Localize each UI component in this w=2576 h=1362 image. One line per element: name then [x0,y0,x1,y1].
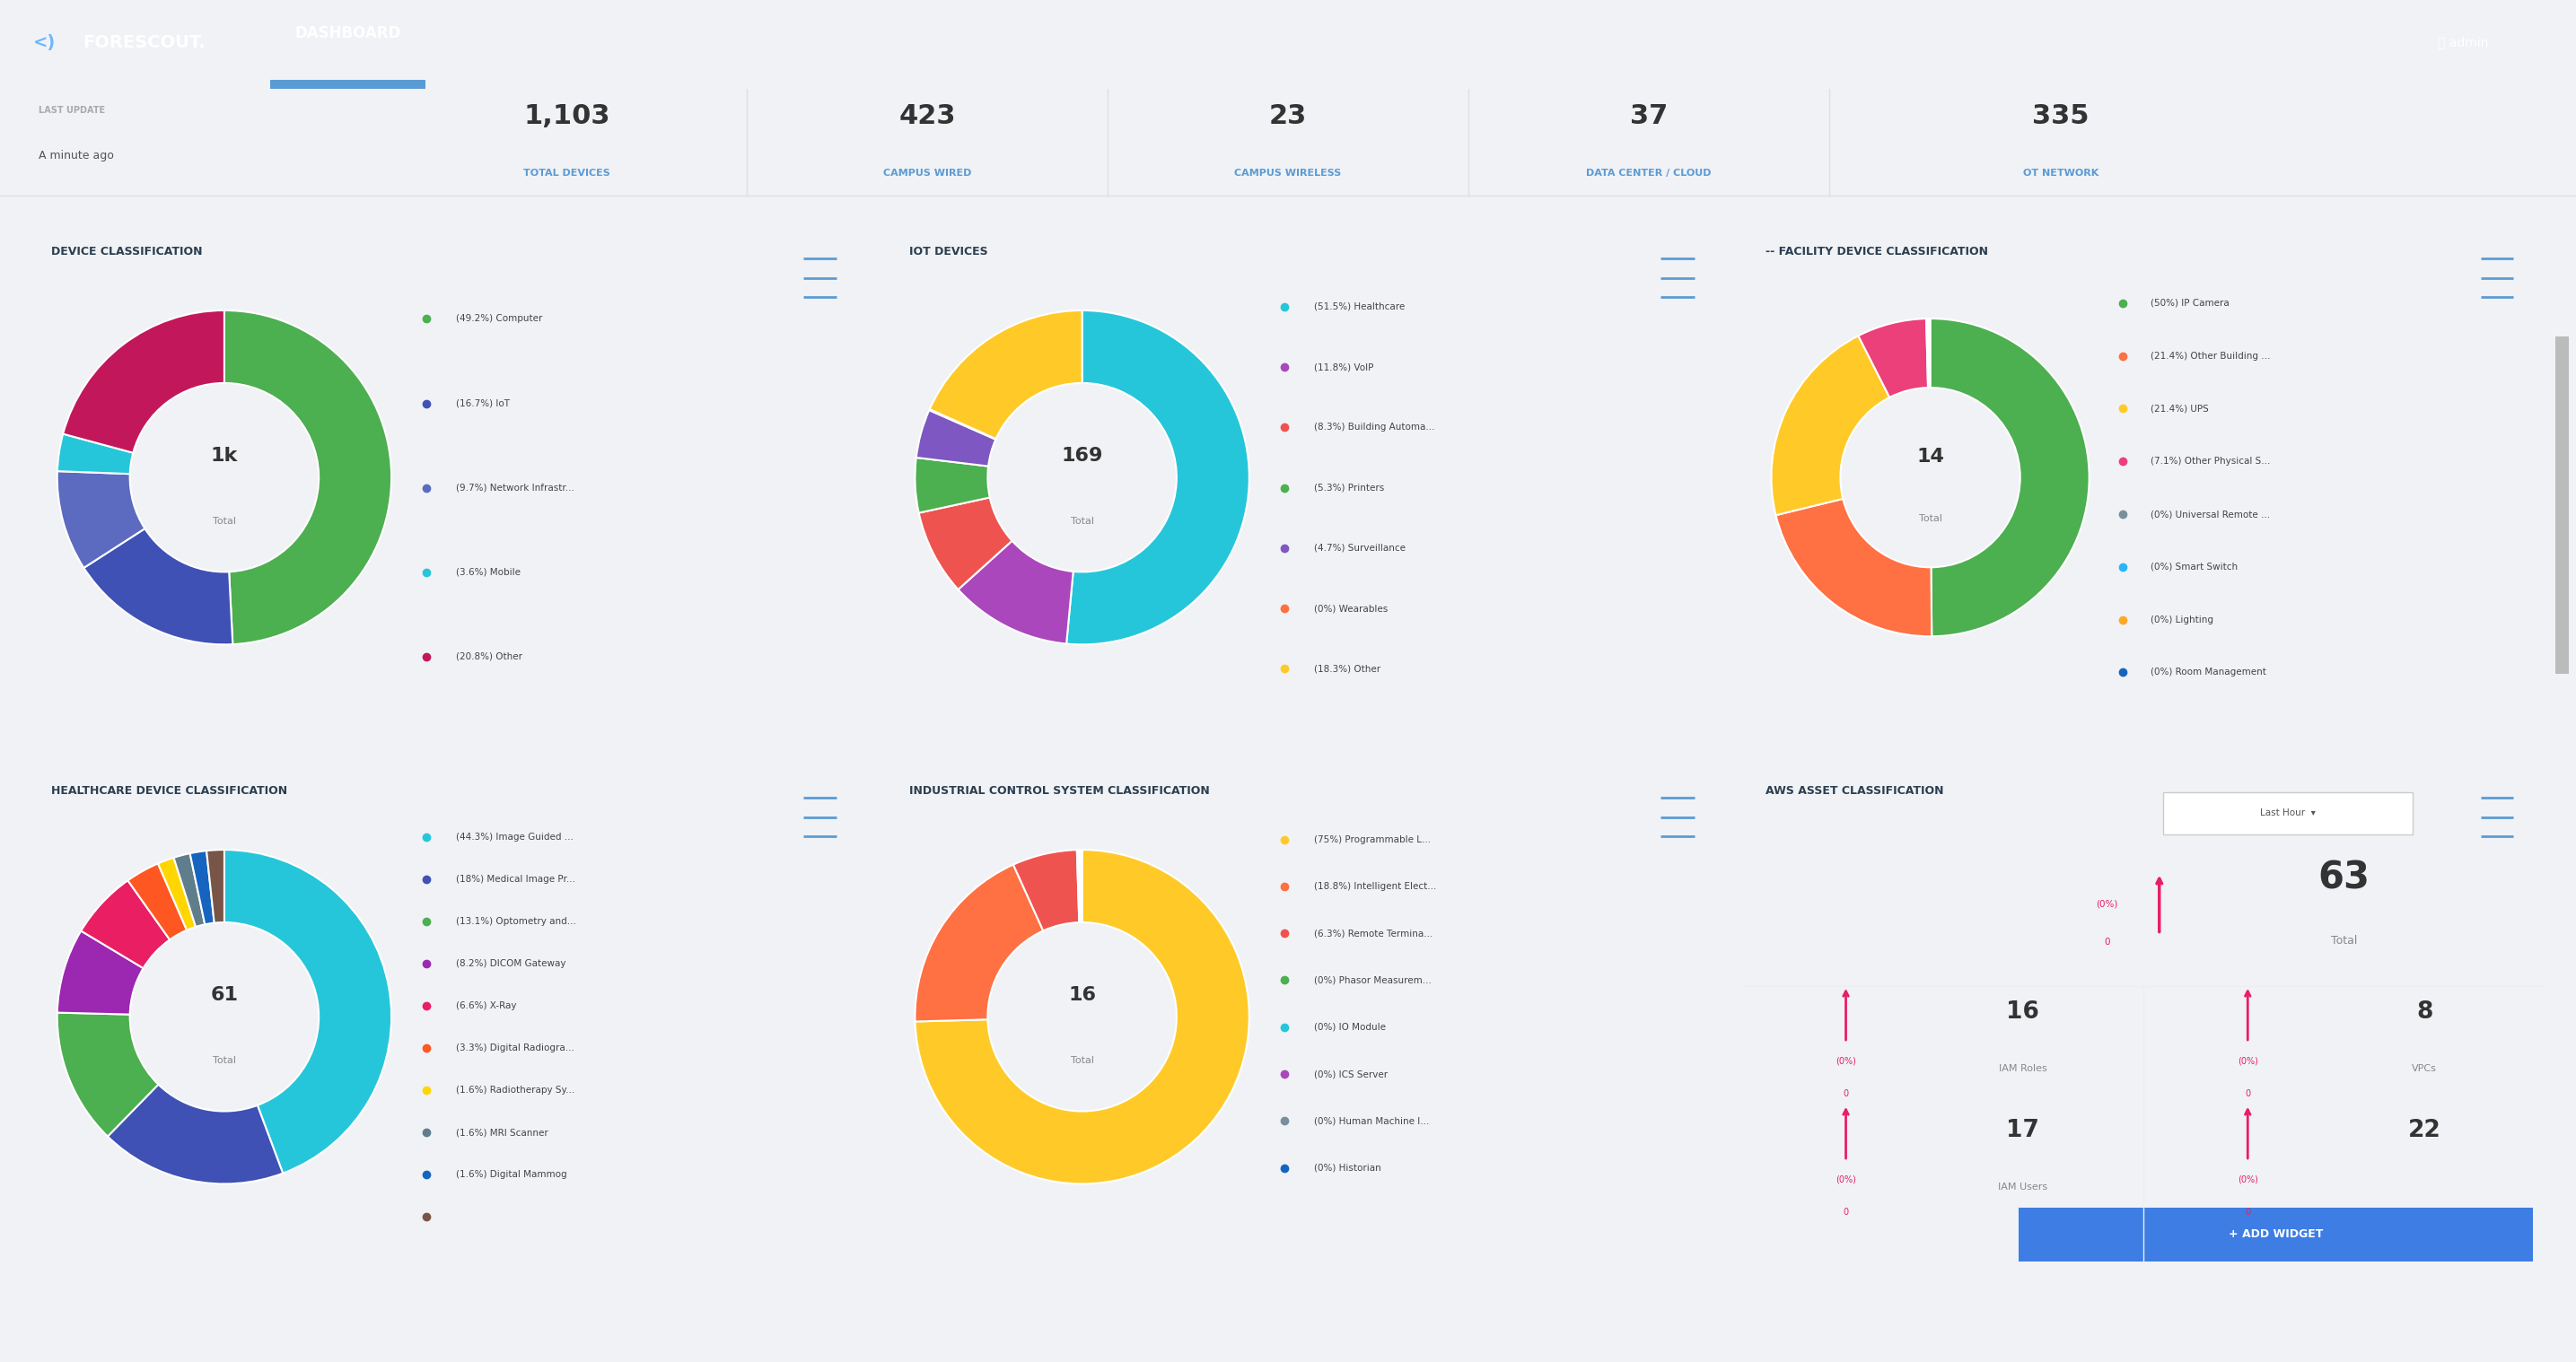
Text: INDUSTRIAL CONTROL SYSTEM CLASSIFICATION: INDUSTRIAL CONTROL SYSTEM CLASSIFICATION [909,785,1208,797]
Text: 0: 0 [2244,1090,2251,1099]
FancyBboxPatch shape [2164,791,2414,834]
Text: (0%): (0%) [1837,1056,1857,1065]
Text: 👤 admin: 👤 admin [2437,37,2488,49]
Text: DASHBOARD: DASHBOARD [294,26,402,42]
Text: 8: 8 [2416,1000,2432,1023]
Text: (0%): (0%) [1837,1174,1857,1184]
Text: FORESCOUT.: FORESCOUT. [82,34,206,50]
Text: 335: 335 [2032,102,2089,129]
Text: LAST UPDATE: LAST UPDATE [39,106,106,114]
Text: 0: 0 [1842,1090,1850,1099]
Text: 1,103: 1,103 [523,102,611,129]
Text: 37: 37 [1631,102,1667,129]
Text: Last Hour  ▾: Last Hour ▾ [2259,809,2316,817]
Text: 0: 0 [2244,1208,2251,1216]
Text: A minute ago: A minute ago [39,150,113,162]
FancyBboxPatch shape [2555,336,2568,674]
Text: <): <) [33,34,57,50]
Text: 22: 22 [2409,1118,2442,1141]
Text: 0: 0 [1842,1208,1850,1216]
Text: + ADD WIDGET: + ADD WIDGET [2228,1229,2324,1239]
Text: 63: 63 [2318,859,2370,896]
Text: CAMPUS WIRELESS: CAMPUS WIRELESS [1234,169,1342,178]
Text: OT NETWORK: OT NETWORK [2022,169,2099,178]
Text: IAM Users: IAM Users [1999,1182,2048,1192]
FancyBboxPatch shape [2020,1207,2532,1261]
Text: VPCs: VPCs [2411,1064,2437,1073]
Text: CAMPUS WIRED: CAMPUS WIRED [884,169,971,178]
Text: AWS ASSET CLASSIFICATION: AWS ASSET CLASSIFICATION [1765,785,1945,797]
Text: (0%): (0%) [2239,1174,2259,1184]
Text: Total: Total [2331,934,2357,947]
Text: IAM Roles: IAM Roles [1999,1064,2048,1073]
FancyBboxPatch shape [270,79,425,89]
Text: (0%): (0%) [2239,1056,2259,1065]
Text: TOTAL DEVICES: TOTAL DEVICES [523,169,611,178]
Text: -- FACILITY DEVICE CLASSIFICATION: -- FACILITY DEVICE CLASSIFICATION [1765,245,1989,257]
Text: DATA CENTER / CLOUD: DATA CENTER / CLOUD [1587,169,1710,178]
Text: (0%): (0%) [2097,899,2117,908]
Text: 16: 16 [2007,1000,2040,1023]
Text: 423: 423 [899,102,956,129]
Text: HEALTHCARE DEVICE CLASSIFICATION: HEALTHCARE DEVICE CLASSIFICATION [52,785,289,797]
Text: DEVICE CLASSIFICATION: DEVICE CLASSIFICATION [52,245,204,257]
Text: 23: 23 [1270,102,1306,129]
Text: IOT DEVICES: IOT DEVICES [909,245,987,257]
Text: 17: 17 [2007,1118,2040,1141]
Text: 0: 0 [2105,937,2110,947]
